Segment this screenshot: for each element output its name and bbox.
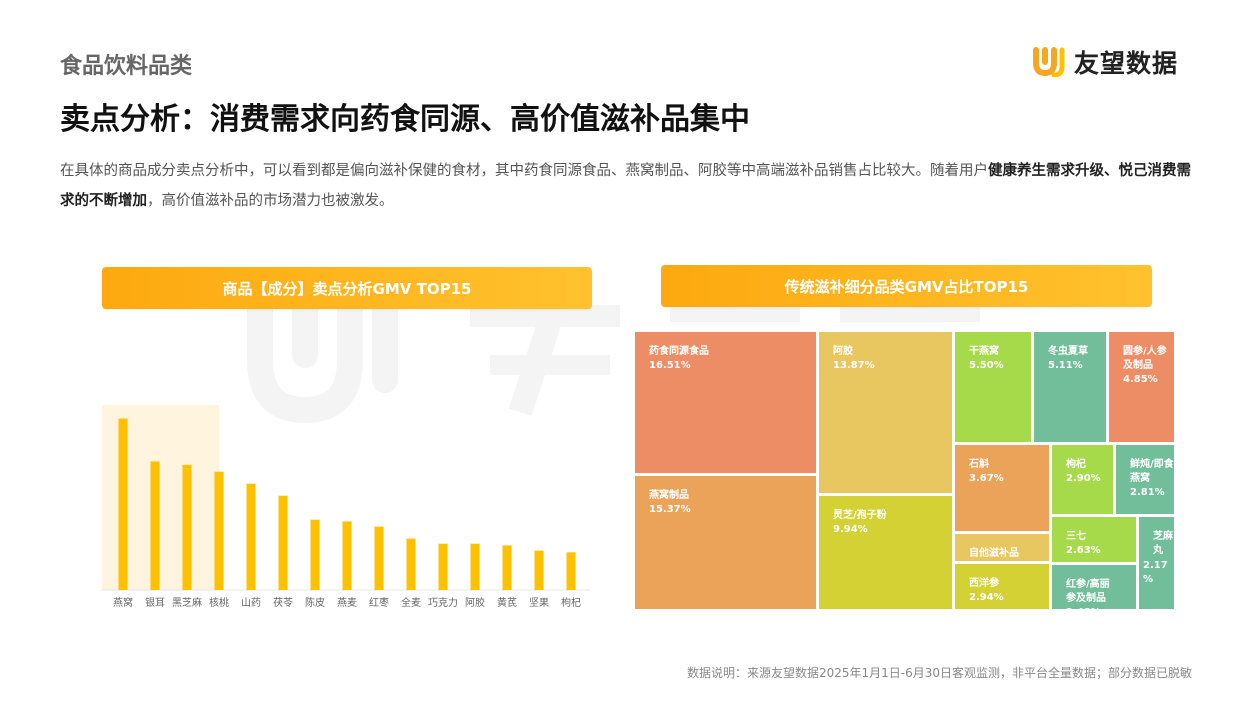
treemap-cell-value: 4.85% bbox=[1123, 374, 1158, 385]
bar bbox=[502, 545, 512, 590]
desc-text-bold: 健康养生需求升级、悦己消费需求的不断增加 bbox=[60, 163, 1191, 209]
bar bbox=[534, 550, 544, 590]
bar bbox=[246, 483, 256, 590]
treemap-cell-value: 15.37% bbox=[649, 504, 691, 515]
treemap-cell-label: 自他滋补品 bbox=[969, 546, 1019, 559]
treemap-cell-value: 2.63% bbox=[1066, 545, 1101, 556]
treemap-cell bbox=[1050, 443, 1115, 516]
x-tick-label: 全麦 bbox=[401, 596, 421, 609]
bar bbox=[118, 418, 128, 590]
treemap-cell bbox=[1032, 330, 1108, 444]
x-tick-label: 山药 bbox=[241, 597, 261, 609]
bar bbox=[438, 543, 448, 590]
bar-chart: 燕窝 银耳 黑芝麻 核桃 山药 茯苓 陈皮 燕麦 红枣 全麦 巧克力 阿胶 黄芪 坚果 枸杞 bbox=[101, 405, 590, 609]
treemap-cell-label: 芝麻丸 bbox=[1152, 529, 1174, 556]
x-tick-label: 燕麦 bbox=[337, 597, 357, 609]
treemap-cell bbox=[1050, 515, 1138, 564]
brand-name: 友望数据 bbox=[1074, 49, 1179, 78]
x-tick-label: 黑芝麻 bbox=[172, 596, 202, 609]
desc-text-1: 在具体的商品成分卖点分析中，可以看到都是偏向滋补保健的食材，其中药食同源食品、燕… bbox=[60, 163, 988, 179]
treemap-cell-value: 2.90% bbox=[1066, 473, 1101, 484]
x-tick-label: 燕窝 bbox=[113, 596, 133, 609]
x-tick-label: 茯苓 bbox=[273, 596, 293, 609]
x-tick-label: 阿胶 bbox=[465, 596, 485, 609]
treemap-cell bbox=[953, 562, 1051, 611]
treemap-cell bbox=[953, 532, 1051, 563]
treemap-cell bbox=[1050, 563, 1138, 611]
treemap-cell-label: 红参/高丽参及制品 bbox=[1066, 577, 1110, 604]
treemap-cell bbox=[1107, 330, 1176, 444]
x-tick-label: 银耳 bbox=[145, 596, 165, 609]
x-tick-label: 核桃 bbox=[209, 596, 229, 609]
bar bbox=[342, 521, 352, 590]
x-tick-label: 红枣 bbox=[369, 596, 389, 609]
x-tick-label: 坚果 bbox=[529, 597, 549, 609]
description-paragraph: 在具体的商品成分卖点分析中，可以看到都是偏向滋补保健的食材，其中药食同源食品、燕… bbox=[60, 156, 1195, 216]
treemap-cell-label: 枸杞 bbox=[1066, 457, 1086, 470]
bar bbox=[310, 519, 320, 590]
treemap-cell-label: 西洋参 bbox=[969, 576, 999, 589]
treemap-title-banner: 传统滋补细分品类GMV占比TOP15 bbox=[661, 265, 1152, 307]
x-tick-label: 巧克力 bbox=[428, 596, 458, 609]
treemap-cell-value: 9.94% bbox=[833, 524, 868, 535]
x-tick-label: 黄芪 bbox=[497, 596, 517, 609]
bar bbox=[470, 543, 480, 590]
page-title: 卖点分析：消费需求向药食同源、高价值滋补品集中 bbox=[60, 102, 750, 137]
treemap-cell-label: 燕窝制品 bbox=[649, 488, 689, 501]
treemap-cell-label: 冬虫夏草 bbox=[1048, 344, 1088, 357]
x-tick-label: 陈皮 bbox=[305, 596, 325, 609]
treemap-cell bbox=[1114, 443, 1176, 516]
desc-text-2: ，高价值滋补品的市场潜力也被激发。 bbox=[147, 193, 394, 209]
treemap-cell-value: 2.81% bbox=[1130, 487, 1165, 498]
treemap-cell-label: 三七 bbox=[1066, 529, 1086, 542]
treemap-cell-value: 3.67% bbox=[969, 473, 1004, 484]
bar bbox=[150, 461, 160, 590]
bar bbox=[566, 552, 576, 590]
treemap-cell bbox=[1137, 515, 1176, 611]
treemap-cell bbox=[633, 474, 818, 611]
treemap-cell-value: 2.94% bbox=[969, 592, 1004, 603]
brand-logo: 友望数据 bbox=[1032, 44, 1178, 80]
bar bbox=[214, 471, 224, 590]
treemap-cell bbox=[817, 494, 954, 611]
logo-icon bbox=[1033, 47, 1065, 77]
bar bbox=[182, 464, 192, 590]
treemap-cell-value: 5.11% bbox=[1048, 360, 1083, 371]
treemap-cell bbox=[953, 443, 1051, 533]
treemap-cell-label: 石斛 bbox=[968, 457, 989, 470]
treemap-cell-value: 2.17% bbox=[1143, 560, 1168, 585]
treemap-cell-value: 2.48% bbox=[1066, 607, 1101, 618]
treemap-cell-value: 3.53% bbox=[969, 562, 1004, 573]
bar bbox=[374, 526, 384, 590]
bar bbox=[406, 538, 416, 590]
bar bbox=[278, 495, 288, 590]
treemap-cell-label: 鲜炖/即食燕窝 bbox=[1130, 457, 1175, 484]
treemap-cell-label: 灵芝/孢子粉 bbox=[833, 508, 887, 521]
bar-chart-title-banner: 商品【成分】卖点分析GMV TOP15 bbox=[102, 267, 592, 309]
x-tick-label: 枸杞 bbox=[561, 596, 581, 609]
category-label: 食品饮料品类 bbox=[60, 54, 193, 79]
data-source-footnote: 数据说明：来源友望数据2025年1月1日-6月30日客观监测，非平台全量数据；部… bbox=[686, 666, 1192, 680]
treemap-cell-label: 圆参/人参及制品 bbox=[1123, 344, 1167, 371]
